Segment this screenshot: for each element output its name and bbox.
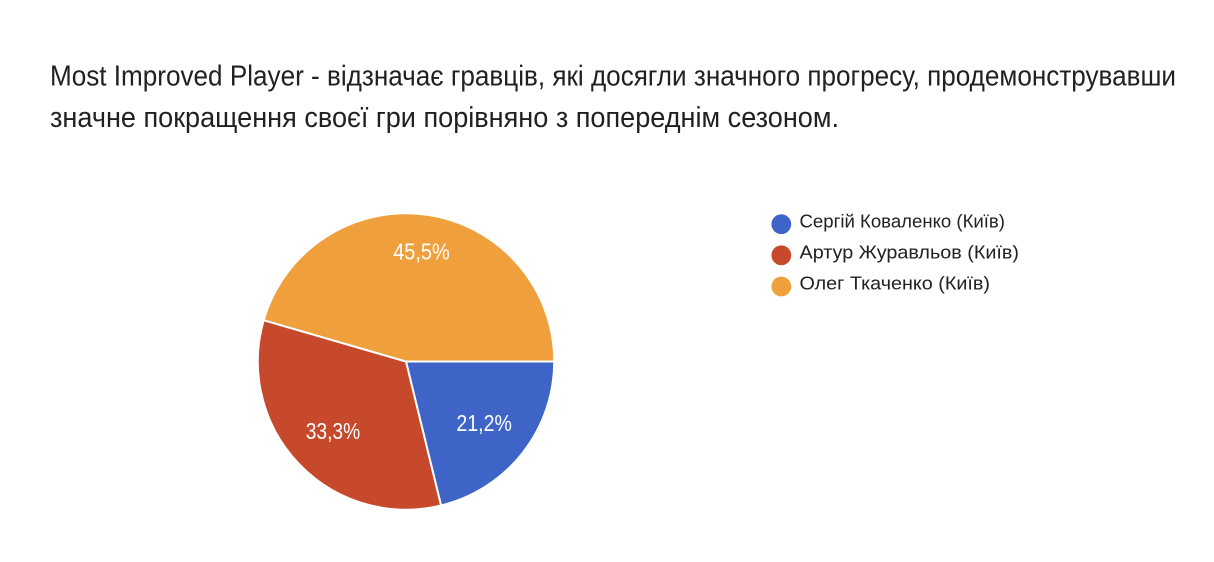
svg-text:значне покращення своєї гри по: значне покращення своєї гри порівняно з …	[50, 102, 839, 134]
svg-text:Сергій Коваленко (Київ): Сергій Коваленко (Київ)	[800, 212, 1006, 232]
svg-text:21,2%: 21,2%	[456, 410, 512, 436]
svg-text:Олег Ткаченко (Київ): Олег Ткаченко (Київ)	[800, 274, 991, 294]
svg-text:45,5%: 45,5%	[393, 239, 450, 265]
svg-text:Most Improved Player - відзнач: Most Improved Player - відзначає гравців…	[50, 61, 1176, 93]
svg-text:33,3%: 33,3%	[306, 418, 361, 444]
svg-text:Артур Журавльов (Київ): Артур Журавльов (Київ)	[800, 243, 1020, 263]
